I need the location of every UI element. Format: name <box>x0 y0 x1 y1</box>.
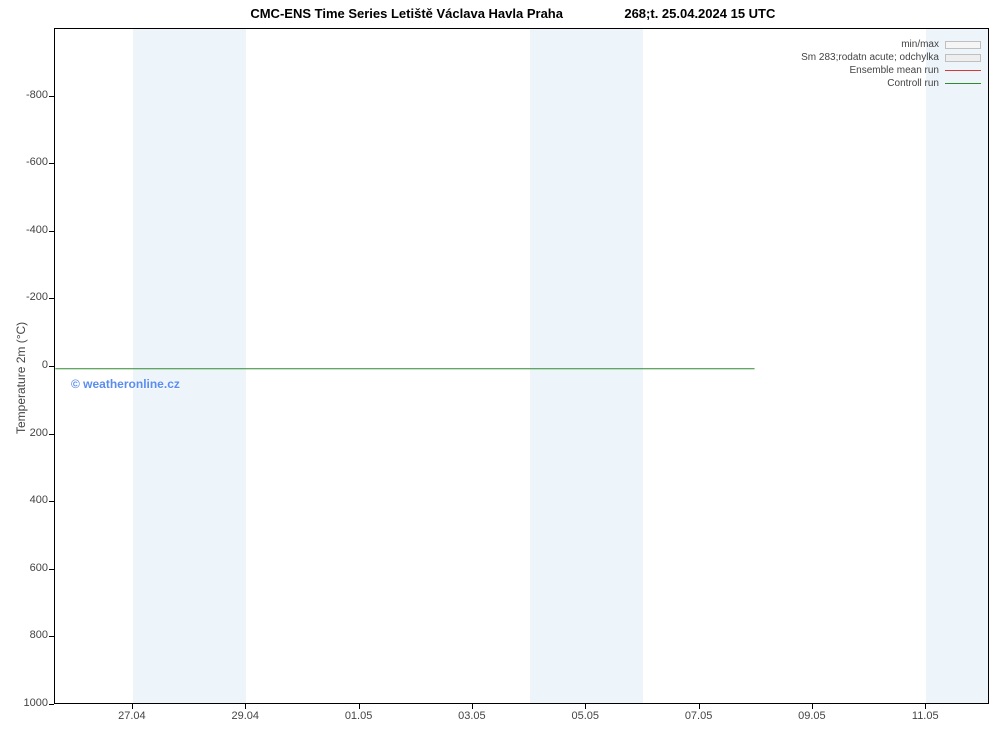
x-tick-mark <box>812 704 813 709</box>
y-tick-label: 600 <box>14 562 48 574</box>
x-tick-mark <box>925 704 926 709</box>
x-tick-mark <box>359 704 360 709</box>
y-tick-label: 400 <box>14 494 48 506</box>
x-tick-label: 01.05 <box>345 710 373 722</box>
y-tick-mark <box>49 298 54 299</box>
legend-label: min/max <box>901 39 939 50</box>
legend-item: Ensemble mean run <box>801 64 981 77</box>
y-tick-mark <box>49 434 54 435</box>
y-tick-mark <box>49 569 54 570</box>
x-tick-label: 03.05 <box>458 710 486 722</box>
watermark-text: © weatheronline.cz <box>71 377 180 391</box>
x-tick-label: 05.05 <box>571 710 599 722</box>
legend-line <box>945 83 981 84</box>
y-tick-mark <box>49 704 54 705</box>
legend-item: Controll run <box>801 77 981 90</box>
x-tick-mark <box>699 704 700 709</box>
x-tick-label: 29.04 <box>231 710 259 722</box>
y-tick-mark <box>49 96 54 97</box>
y-tick-mark <box>49 501 54 502</box>
x-tick-mark <box>245 704 246 709</box>
chart-title-left: CMC-ENS Time Series Letiště Václava Havl… <box>250 6 563 21</box>
x-tick-mark <box>585 704 586 709</box>
x-tick-label: 07.05 <box>685 710 713 722</box>
legend-item: Sm 283;rodatn acute; odchylka <box>801 51 981 64</box>
y-tick-label: 1000 <box>14 697 48 709</box>
legend-label: Controll run <box>887 78 939 89</box>
y-tick-label: -400 <box>14 224 48 236</box>
plot-area: © weatheronline.cz <box>54 28 989 704</box>
x-tick-mark <box>132 704 133 709</box>
y-tick-label: 200 <box>14 427 48 439</box>
y-tick-label: -200 <box>14 291 48 303</box>
y-tick-label: -600 <box>14 156 48 168</box>
y-tick-mark <box>49 366 54 367</box>
x-tick-label: 27.04 <box>118 710 146 722</box>
legend-item: min/max <box>801 38 981 51</box>
x-tick-label: 11.05 <box>912 710 939 722</box>
x-tick-mark <box>472 704 473 709</box>
chart-legend: min/max Sm 283;rodatn acute; odchylka Ense… <box>801 38 981 90</box>
y-tick-label: 0 <box>14 359 48 371</box>
chart-title-right: 268;t. 25.04.2024 15 UTC <box>624 6 775 21</box>
y-tick-mark <box>49 163 54 164</box>
y-tick-mark <box>49 636 54 637</box>
legend-swatch <box>945 54 981 62</box>
legend-label: Ensemble mean run <box>850 65 940 76</box>
legend-label: Sm 283;rodatn acute; odchylka <box>801 52 939 63</box>
chart-lines <box>55 29 988 703</box>
legend-line <box>945 70 981 71</box>
y-tick-mark <box>49 231 54 232</box>
x-tick-label: 09.05 <box>798 710 826 722</box>
y-axis-label: Temperature 2m (°C) <box>14 321 28 433</box>
y-tick-label: -800 <box>14 89 48 101</box>
y-tick-label: 800 <box>14 629 48 641</box>
legend-swatch <box>945 41 981 49</box>
